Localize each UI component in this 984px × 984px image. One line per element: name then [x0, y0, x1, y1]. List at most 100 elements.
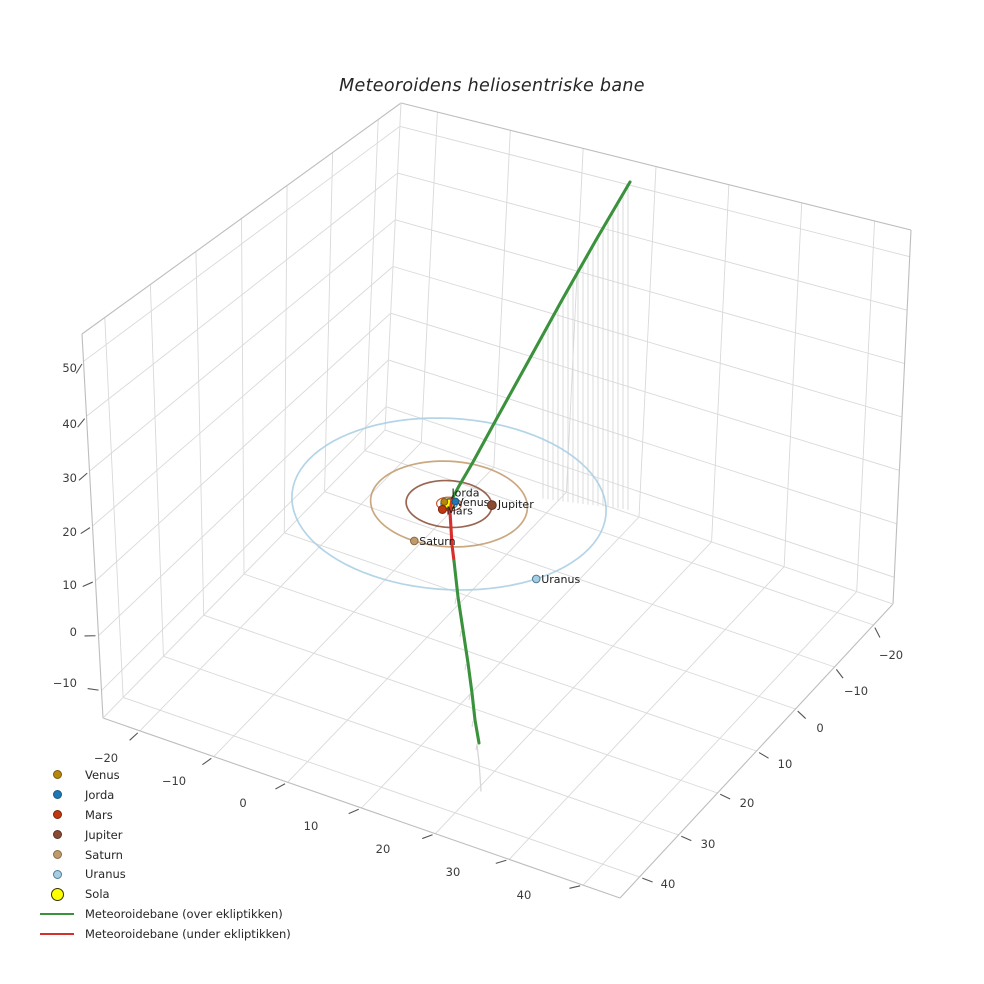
- grid-line-rightwall-z: [385, 406, 895, 578]
- stem-tick: [464, 663, 467, 671]
- grid-line-rightwall-z: [390, 312, 900, 471]
- legend-marker-icon: [38, 790, 76, 800]
- planet-marker-jupiter: [486, 500, 497, 511]
- legend-label: Jupiter: [85, 827, 123, 842]
- legend-marker-dot: [52, 810, 62, 820]
- tick-label-y: −20: [879, 648, 903, 662]
- planet-label-venus: Venus: [456, 496, 489, 509]
- legend-label: Meteoroidebane (over ekliptikken): [85, 907, 283, 922]
- legend-label: Jorda: [85, 787, 115, 802]
- legend-item-meteoroidebane: Meteoroidebane (over ekliptikken): [38, 904, 291, 924]
- legend-marker-dot: [52, 869, 62, 879]
- axes-box-edge: [102, 717, 621, 899]
- axes-box-inner-edge: [102, 429, 386, 719]
- planet-marker-venus: [440, 497, 449, 506]
- tick-label-x: 30: [446, 865, 461, 879]
- axes-box-edge: [400, 102, 912, 231]
- tick-label-x: −20: [94, 751, 118, 765]
- tick-label-x: 0: [239, 796, 246, 810]
- tick-label-z: 20: [62, 525, 77, 539]
- legend-marker-icon: [38, 850, 76, 859]
- grid-line-floor-y: [122, 697, 640, 878]
- tick-label-z: −10: [53, 676, 77, 690]
- legend-marker-dot: [52, 770, 62, 780]
- legend-marker-dot: [50, 887, 64, 901]
- tick-mark-y: [681, 835, 692, 842]
- tick-label-y: 40: [661, 877, 676, 891]
- tick-label-z: 0: [70, 625, 77, 639]
- grid-line-rightwall-z: [395, 219, 905, 365]
- legend-label: Saturn: [85, 847, 123, 862]
- trajectory-above-2: [452, 559, 481, 745]
- planet-label-mars: Mars: [446, 504, 473, 517]
- tick-mark-y: [758, 752, 769, 759]
- tick-label-y: 10: [778, 757, 793, 771]
- axes-box-edge: [619, 603, 894, 899]
- legend-item-sola: Sola: [38, 884, 291, 904]
- planet-marker-jorda: [451, 497, 460, 506]
- legend-marker-icon: [38, 810, 76, 820]
- legend-line-icon: [38, 932, 76, 936]
- legend-line-icon: [38, 912, 76, 916]
- grid-line-floor-y: [203, 614, 718, 794]
- tick-label-x: 40: [517, 888, 532, 902]
- legend-label: Mars: [85, 807, 113, 822]
- legend-marker-icon: [38, 770, 76, 780]
- tick-mark-x: [275, 783, 286, 790]
- stem-tick: [454, 597, 457, 605]
- grid-line-floor-y: [324, 491, 835, 668]
- legend-item-meteoroidebane: Meteoroidebane (under ekliptikken): [38, 924, 291, 944]
- tick-label-z: 30: [62, 471, 77, 485]
- stem-tick: [459, 630, 462, 638]
- tick-mark-y: [874, 627, 881, 638]
- grid-line-floor-y: [284, 532, 796, 710]
- tick-mark-z: [80, 527, 91, 535]
- tick-label-x: −10: [162, 774, 186, 788]
- stem-tail: [476, 744, 482, 792]
- grid-line-leftwall-z: [98, 359, 389, 637]
- legend-item-jupiter: Jupiter: [38, 825, 291, 845]
- tick-mark-x: [569, 885, 581, 889]
- planet-label-jupiter: Jupiter: [497, 498, 534, 511]
- grid-line-leftwall-z: [95, 312, 392, 582]
- legend-line-swatch: [40, 932, 74, 936]
- stem-tick: [471, 720, 474, 728]
- grid-line-rightwall-z: [392, 266, 903, 418]
- tick-label-y: 0: [816, 721, 823, 735]
- tick-label-y: 20: [740, 796, 755, 810]
- tick-mark-z: [87, 688, 99, 691]
- legend-label: Sola: [85, 887, 110, 902]
- tick-label-y: 30: [701, 837, 716, 851]
- tick-label-z: 50: [62, 361, 77, 375]
- legend-item-mars: Mars: [38, 805, 291, 825]
- grid-line-rightwall-z: [399, 125, 910, 258]
- axes-box-inner-edge: [384, 102, 402, 431]
- tick-label-z: 40: [62, 417, 77, 431]
- grid-line-floor-y: [364, 450, 874, 626]
- tick-mark-x: [422, 834, 433, 840]
- stem-tick: [475, 743, 478, 751]
- tick-mark-x: [202, 757, 212, 766]
- legend-label: Uranus: [85, 867, 126, 882]
- tick-mark-y: [835, 669, 844, 679]
- tick-mark-y: [797, 710, 807, 719]
- stem-tick: [468, 693, 471, 701]
- tick-label-x: 20: [376, 842, 391, 856]
- grid-line-rightwall-z: [388, 359, 897, 525]
- legend-marker-dot: [52, 850, 62, 859]
- tick-mark-z: [78, 472, 88, 481]
- tick-mark-x: [129, 732, 139, 741]
- legend-item-venus: Venus: [38, 765, 291, 785]
- tick-mark-y: [719, 793, 731, 800]
- legend-line-swatch: [40, 912, 74, 916]
- legend-item-uranus: Uranus: [38, 864, 291, 884]
- legend: Venus Jorda Mars Jupiter Saturn Uranus Sola Met…: [38, 765, 291, 944]
- planet-label-uranus: Uranus: [541, 573, 580, 586]
- grid-line-leftwall-z: [92, 266, 394, 527]
- tick-label-y: −10: [844, 684, 868, 698]
- legend-marker-icon: [38, 869, 76, 879]
- plot-title: Meteoroidens heliosentriske bane: [339, 76, 645, 96]
- legend-item-jorda: Jorda: [38, 785, 291, 805]
